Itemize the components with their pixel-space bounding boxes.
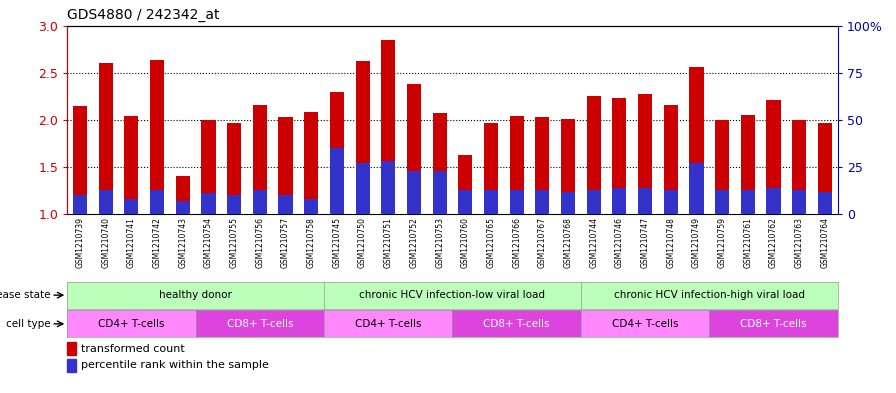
Bar (227, 123, 241, 214)
Bar (381, 162, 395, 214)
Bar (433, 171, 447, 214)
Bar (535, 190, 549, 214)
Text: CD4+ T-cells: CD4+ T-cells (355, 319, 421, 329)
Bar (741, 115, 755, 214)
Bar (279, 195, 293, 214)
Bar (587, 96, 601, 214)
Bar (510, 190, 524, 214)
Bar (330, 92, 344, 214)
Text: CD4+ T-cells: CD4+ T-cells (99, 319, 165, 329)
Bar (381, 40, 395, 214)
Bar (818, 123, 832, 214)
Text: chronic HCV infection-high viral load: chronic HCV infection-high viral load (614, 290, 805, 300)
Bar (330, 148, 344, 214)
Bar (638, 94, 652, 214)
Bar (73, 195, 87, 214)
Bar (356, 163, 370, 214)
Bar (561, 119, 575, 214)
Bar (484, 123, 498, 214)
Bar (356, 61, 370, 214)
Bar (176, 176, 190, 214)
Bar (202, 193, 216, 214)
Bar (458, 190, 472, 214)
Bar (253, 190, 267, 214)
Bar (510, 116, 524, 214)
Bar (125, 199, 139, 214)
Bar (715, 190, 729, 214)
Bar (818, 191, 832, 214)
Bar (689, 67, 703, 214)
Bar (279, 117, 293, 214)
Bar (612, 188, 626, 214)
Bar (638, 188, 652, 214)
Bar (792, 120, 806, 214)
Bar (253, 105, 267, 214)
Bar (67, 359, 76, 372)
Bar (433, 113, 447, 214)
Text: healthy donor: healthy donor (159, 290, 232, 300)
Bar (176, 201, 190, 214)
Bar (150, 61, 164, 214)
Bar (99, 190, 113, 214)
Text: GDS4880 / 242342_at: GDS4880 / 242342_at (67, 8, 220, 22)
Bar (535, 117, 549, 214)
Bar (150, 190, 164, 214)
Bar (73, 106, 87, 214)
Bar (484, 190, 498, 214)
Bar (689, 163, 703, 214)
Text: CD8+ T-cells: CD8+ T-cells (484, 319, 550, 329)
Bar (792, 190, 806, 214)
Bar (766, 100, 780, 214)
Text: CD8+ T-cells: CD8+ T-cells (227, 319, 293, 329)
Text: disease state: disease state (0, 290, 50, 300)
Bar (587, 190, 601, 214)
Text: transformed count: transformed count (81, 344, 185, 354)
Bar (612, 98, 626, 214)
Text: cell type: cell type (5, 319, 50, 329)
Bar (715, 120, 729, 214)
Text: percentile rank within the sample: percentile rank within the sample (81, 360, 269, 370)
Bar (561, 191, 575, 214)
Bar (664, 105, 678, 214)
Text: CD4+ T-cells: CD4+ T-cells (612, 319, 678, 329)
Bar (741, 190, 755, 214)
Bar (458, 155, 472, 214)
Bar (202, 120, 216, 214)
Bar (407, 84, 421, 214)
Bar (304, 199, 318, 214)
Bar (766, 188, 780, 214)
Bar (304, 112, 318, 214)
Bar (407, 171, 421, 214)
Bar (227, 195, 241, 214)
Bar (664, 190, 678, 214)
Bar (125, 116, 139, 214)
Bar (67, 342, 76, 356)
Text: chronic HCV infection-low viral load: chronic HCV infection-low viral load (359, 290, 546, 300)
Text: CD8+ T-cells: CD8+ T-cells (740, 319, 806, 329)
Bar (99, 63, 113, 214)
